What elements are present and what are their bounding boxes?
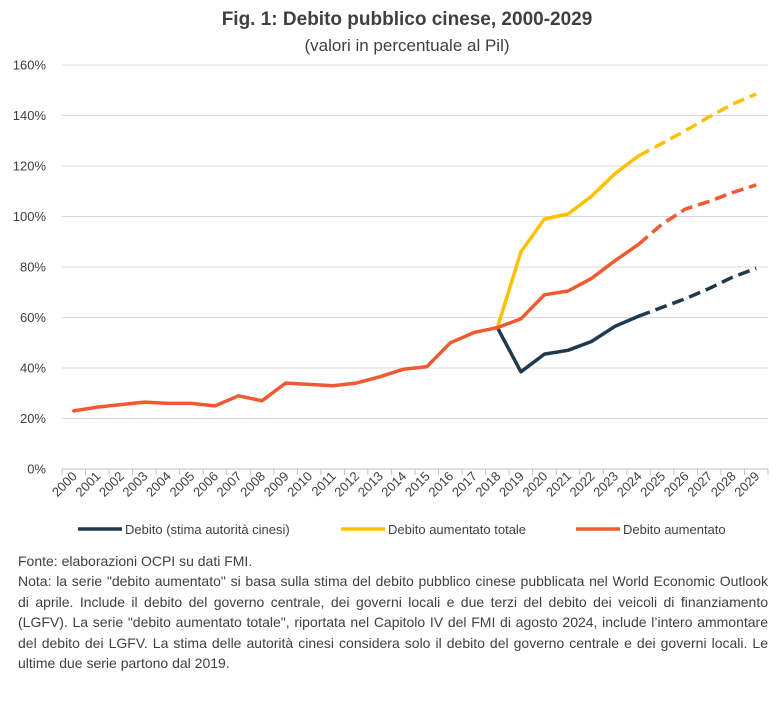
y-tick-label: 160% — [13, 58, 47, 73]
x-axis: 2000200120022003200420052006200720082009… — [49, 469, 769, 500]
y-tick-label: 140% — [13, 108, 47, 123]
x-tick-label: 2020 — [519, 469, 550, 500]
x-tick-label: 2009 — [261, 469, 292, 500]
x-tick-label: 2012 — [331, 469, 362, 500]
x-tick-label: 2017 — [449, 469, 480, 500]
x-tick-label: 2025 — [637, 469, 668, 500]
y-tick-label: 60% — [20, 310, 46, 325]
series-line — [72, 242, 641, 413]
legend-label: Debito aumentato totale — [388, 522, 526, 537]
series-line — [495, 314, 641, 374]
y-tick-label: 120% — [13, 159, 47, 174]
legend: Debito (stima autorità cinesi) Debito aum… — [78, 522, 726, 537]
x-tick-label: 2000 — [49, 469, 80, 500]
x-tick-label: 2027 — [684, 469, 715, 500]
methodology-note: Nota: la serie "debito aumentato" si bas… — [18, 573, 768, 672]
chart-title: Fig. 1: Debito pubblico cinese, 2000-202… — [222, 9, 593, 30]
x-tick-label: 2021 — [543, 469, 574, 500]
y-axis: 0% 20% 40% 60% 80% 100% 120% 140% 160% — [13, 58, 47, 477]
x-tick-label: 2019 — [496, 469, 527, 500]
series-lines — [72, 92, 757, 413]
x-tick-label: 2028 — [708, 469, 739, 500]
x-tick-label: 2010 — [284, 469, 315, 500]
y-tick-label: 40% — [20, 361, 46, 376]
x-tick-label: 2001 — [72, 469, 103, 500]
series-projection-line — [637, 183, 757, 246]
x-tick-label: 2026 — [661, 469, 692, 500]
x-tick-label: 2024 — [614, 469, 645, 500]
gridlines — [62, 64, 768, 470]
y-tick-label: 80% — [20, 260, 46, 275]
x-tick-label: 2015 — [402, 469, 433, 500]
source-note: Fonte: elaborazioni OCPI su dati FMI. — [18, 553, 253, 569]
x-tick-label: 2003 — [119, 469, 150, 500]
x-tick-label: 2013 — [355, 469, 386, 500]
x-tick-label: 2004 — [143, 469, 174, 500]
x-tick-label: 2007 — [214, 469, 245, 500]
x-tick-label: 2018 — [472, 469, 503, 500]
chart: Fig. 1: Debito pubblico cinese, 2000-202… — [13, 9, 769, 537]
series-projection-line — [637, 266, 757, 318]
legend-label: Debito aumentato — [623, 522, 726, 537]
series-line — [495, 154, 641, 330]
x-tick-label: 2014 — [378, 469, 409, 500]
chart-notes: Fonte: elaborazioni OCPI su dati FMI. No… — [18, 551, 768, 673]
y-tick-label: 0% — [27, 462, 46, 477]
x-tick-label: 2016 — [425, 469, 456, 500]
x-tick-label: 2022 — [567, 469, 598, 500]
series-projection-line — [637, 92, 757, 158]
chart-subtitle: (valori in percentuale al Pil) — [304, 36, 509, 55]
x-tick-label: 2023 — [590, 469, 621, 500]
y-tick-label: 20% — [20, 411, 46, 426]
x-tick-label: 2008 — [237, 469, 268, 500]
x-tick-label: 2002 — [96, 469, 127, 500]
x-tick-label: 2029 — [731, 469, 762, 500]
x-tick-label: 2006 — [190, 469, 221, 500]
y-tick-label: 100% — [13, 209, 47, 224]
x-tick-label: 2005 — [166, 469, 197, 500]
legend-label: Debito (stima autorità cinesi) — [125, 522, 290, 537]
x-tick-label: 2011 — [308, 469, 338, 499]
